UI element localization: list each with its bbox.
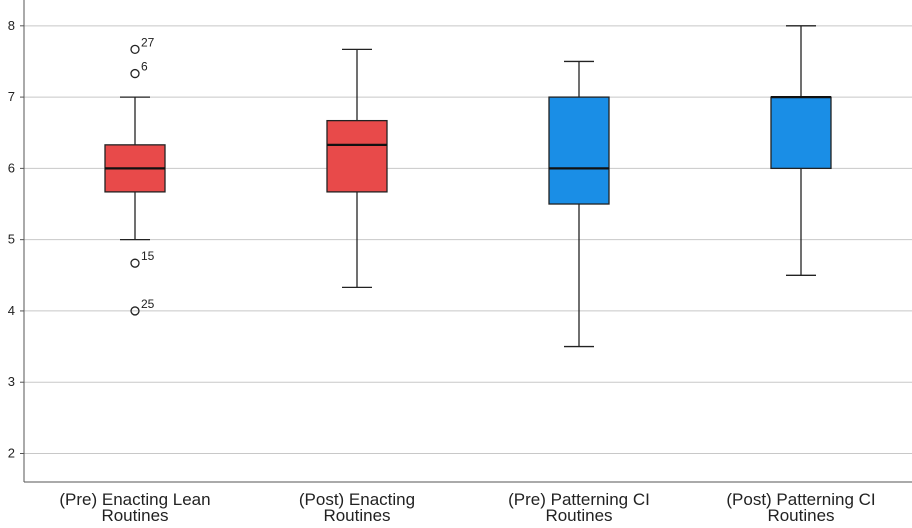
outlier-point [130, 44, 140, 54]
y-tick-label: 7 [8, 89, 15, 104]
iqr-box [548, 96, 610, 205]
x-category-label-line: (Pre) Enacting Lean [59, 490, 210, 509]
x-category-label: (Post) Patterning CI Routines [726, 490, 875, 525]
outlier-point [130, 68, 140, 79]
iqr-box [326, 119, 388, 193]
y-tick-label: 3 [8, 374, 15, 389]
x-category-label-line: (Post) Enacting [299, 490, 415, 509]
axis-layer: 2 3 4 5 6 7 8 [8, 0, 912, 483]
x-category-label-line: (Pre) Patterning CI [508, 490, 650, 509]
box-group [548, 60, 610, 348]
x-category-label-line: (Post) Patterning CI [726, 490, 875, 509]
outlier-point [130, 258, 140, 268]
x-category-label-line: Routines [101, 506, 168, 525]
outlier-point [130, 306, 140, 316]
y-tick-label: 4 [8, 303, 15, 318]
x-category-label: (Pre) Enacting Lean Routines [59, 490, 210, 525]
y-tick-label: 5 [8, 232, 15, 247]
box-layer: 27 6 15 25 [104, 25, 832, 348]
outlier-label: 6 [141, 60, 148, 74]
label-layer: (Pre) Enacting Lean Routines(Post) Enacti… [59, 490, 875, 525]
outlier-label: 25 [141, 297, 155, 311]
y-tick-label: 2 [8, 445, 15, 460]
box-group: 27 6 15 25 [104, 35, 166, 316]
box-group [770, 25, 832, 276]
iqr-box [770, 96, 832, 170]
y-tick-label: 8 [8, 18, 15, 33]
x-category-label-line: Routines [545, 506, 612, 525]
outlier-label: 15 [141, 249, 155, 263]
box-group [326, 48, 388, 289]
grid-layer [24, 25, 912, 454]
outlier-label: 27 [141, 35, 155, 49]
x-category-label: (Post) Enacting Routines [299, 490, 415, 525]
x-category-label-line: Routines [323, 506, 390, 525]
x-category-label-line: Routines [767, 506, 834, 525]
y-tick-label: 6 [8, 160, 15, 175]
x-category-label: (Pre) Patterning CI Routines [508, 490, 650, 525]
